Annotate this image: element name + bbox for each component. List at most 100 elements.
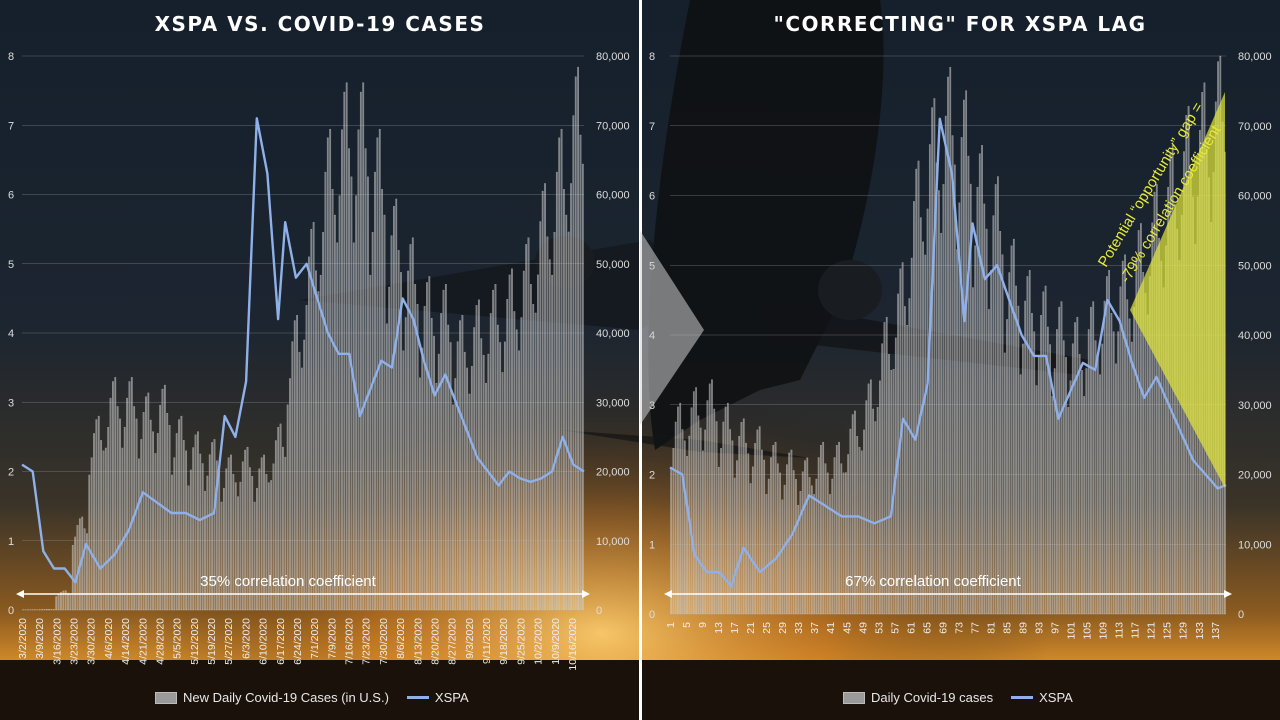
covid-cases-bar xyxy=(494,284,497,611)
covid-cases-bar xyxy=(1042,291,1045,615)
covid-cases-bar xyxy=(442,289,445,611)
covid-cases-bar xyxy=(225,468,228,611)
covid-cases-bar xyxy=(772,445,775,615)
x-tick-label: 3/23/2020 xyxy=(69,618,81,665)
covid-cases-bar xyxy=(1096,357,1099,615)
covid-cases-bar xyxy=(459,320,461,611)
covid-cases-bar xyxy=(976,186,979,615)
covid-cases-bar xyxy=(544,183,546,611)
covid-cases-bar xyxy=(940,232,943,615)
covid-cases-bar xyxy=(159,404,162,611)
covid-cases-bar xyxy=(317,291,320,611)
covid-cases-bar xyxy=(86,533,88,611)
covid-cases-bar xyxy=(726,402,729,615)
covid-cases-bar xyxy=(708,383,711,615)
covid-cases-bar xyxy=(851,414,854,615)
covid-cases-bar xyxy=(407,270,409,611)
covid-cases-bar xyxy=(260,457,263,611)
covid-cases-bar xyxy=(428,276,431,611)
covid-cases-bar xyxy=(215,460,218,611)
covid-cases-bar xyxy=(1069,380,1072,615)
covid-cases-bar xyxy=(888,354,890,615)
covid-cases-bar xyxy=(1046,326,1049,615)
covid-cases-bar xyxy=(404,317,407,611)
covid-cases-bar xyxy=(485,382,487,611)
covid-cases-bar xyxy=(489,313,492,611)
covid-cases-bar xyxy=(289,378,291,611)
covid-cases-bar xyxy=(312,221,315,611)
covid-cases-bar xyxy=(109,397,112,611)
covid-cases-bar xyxy=(906,325,909,615)
x-tick-label: 3/16/2020 xyxy=(51,618,63,665)
covid-cases-bar xyxy=(1144,292,1147,615)
covid-cases-bar xyxy=(844,472,847,615)
covid-cases-bar xyxy=(865,400,868,615)
covid-cases-bar xyxy=(679,402,682,615)
x-tick-label: 4/14/2020 xyxy=(120,618,132,665)
covid-cases-bar xyxy=(135,418,138,611)
covid-cases-bar xyxy=(409,244,412,611)
covid-cases-bar xyxy=(291,341,294,611)
covid-cases-bar xyxy=(41,609,43,611)
y-left-tick-label: 2 xyxy=(8,467,14,479)
x-tick-label: 3/9/2020 xyxy=(34,618,46,659)
covid-cases-bar xyxy=(341,129,343,611)
covid-cases-bar xyxy=(963,99,965,615)
legend-bar-swatch xyxy=(155,691,177,704)
covid-cases-bar xyxy=(804,460,806,615)
covid-cases-bar xyxy=(192,447,195,611)
x-tick-label: 1 xyxy=(665,622,677,628)
covid-cases-bar xyxy=(499,342,502,611)
covid-cases-bar xyxy=(537,274,539,611)
chart-title-right: "CORRECTING" FOR XSPA LAG xyxy=(773,12,1147,36)
y-left-tick-label: 6 xyxy=(649,191,655,203)
x-tick-label: 21 xyxy=(745,622,757,634)
covid-cases-bar xyxy=(1031,313,1033,615)
covid-cases-bar xyxy=(95,419,98,611)
x-tick-label: 57 xyxy=(889,622,901,634)
covid-cases-bar xyxy=(296,315,299,611)
covid-cases-bar xyxy=(473,327,476,611)
y-left-tick-label: 6 xyxy=(8,190,14,202)
covid-cases-bar xyxy=(246,446,249,611)
covid-cases-bar xyxy=(395,198,398,611)
covid-cases-bar xyxy=(161,388,164,611)
covid-cases-bar xyxy=(300,367,303,611)
covid-cases-bar xyxy=(62,590,65,611)
covid-cases-bar xyxy=(511,268,513,611)
y-right-tick-label: 60,000 xyxy=(596,190,630,202)
covid-cases-bar xyxy=(234,482,237,611)
covid-cases-bar xyxy=(813,494,815,615)
covid-cases-bar xyxy=(972,287,974,615)
covid-cases-bar xyxy=(133,406,136,611)
covid-cases-bar xyxy=(116,406,119,611)
covid-cases-bar xyxy=(83,528,86,611)
arrow-head-right xyxy=(1224,590,1232,598)
covid-cases-bar xyxy=(369,274,372,611)
covid-cases-bar xyxy=(452,404,454,611)
covid-cases-bar xyxy=(947,76,949,615)
covid-cases-bar xyxy=(785,464,788,615)
covid-cases-bar xyxy=(1105,276,1108,615)
covid-cases-bar xyxy=(315,270,317,611)
covid-cases-bar xyxy=(88,474,91,611)
covid-cases-bar xyxy=(204,490,206,611)
covid-cases-bar xyxy=(720,448,722,615)
y-right-tick-label: 70,000 xyxy=(596,120,630,132)
covid-cases-bar xyxy=(713,408,716,615)
covid-cases-bar xyxy=(885,316,888,615)
covid-cases-bar xyxy=(400,272,402,611)
covid-cases-bar xyxy=(48,609,51,611)
covid-cases-bar xyxy=(57,594,60,611)
covid-cases-bar xyxy=(677,406,679,615)
x-tick-label: 61 xyxy=(905,622,917,634)
covid-cases-bar xyxy=(774,441,777,615)
covid-cases-bar xyxy=(1076,316,1079,615)
x-tick-label: 10/16/2020 xyxy=(567,618,579,671)
covid-cases-bar xyxy=(822,441,825,615)
covid-cases-bar xyxy=(924,254,927,615)
covid-cases-bar xyxy=(965,90,968,615)
covid-cases-bar xyxy=(997,176,999,615)
covid-cases-bar xyxy=(529,284,532,611)
covid-cases-bar xyxy=(915,168,918,615)
